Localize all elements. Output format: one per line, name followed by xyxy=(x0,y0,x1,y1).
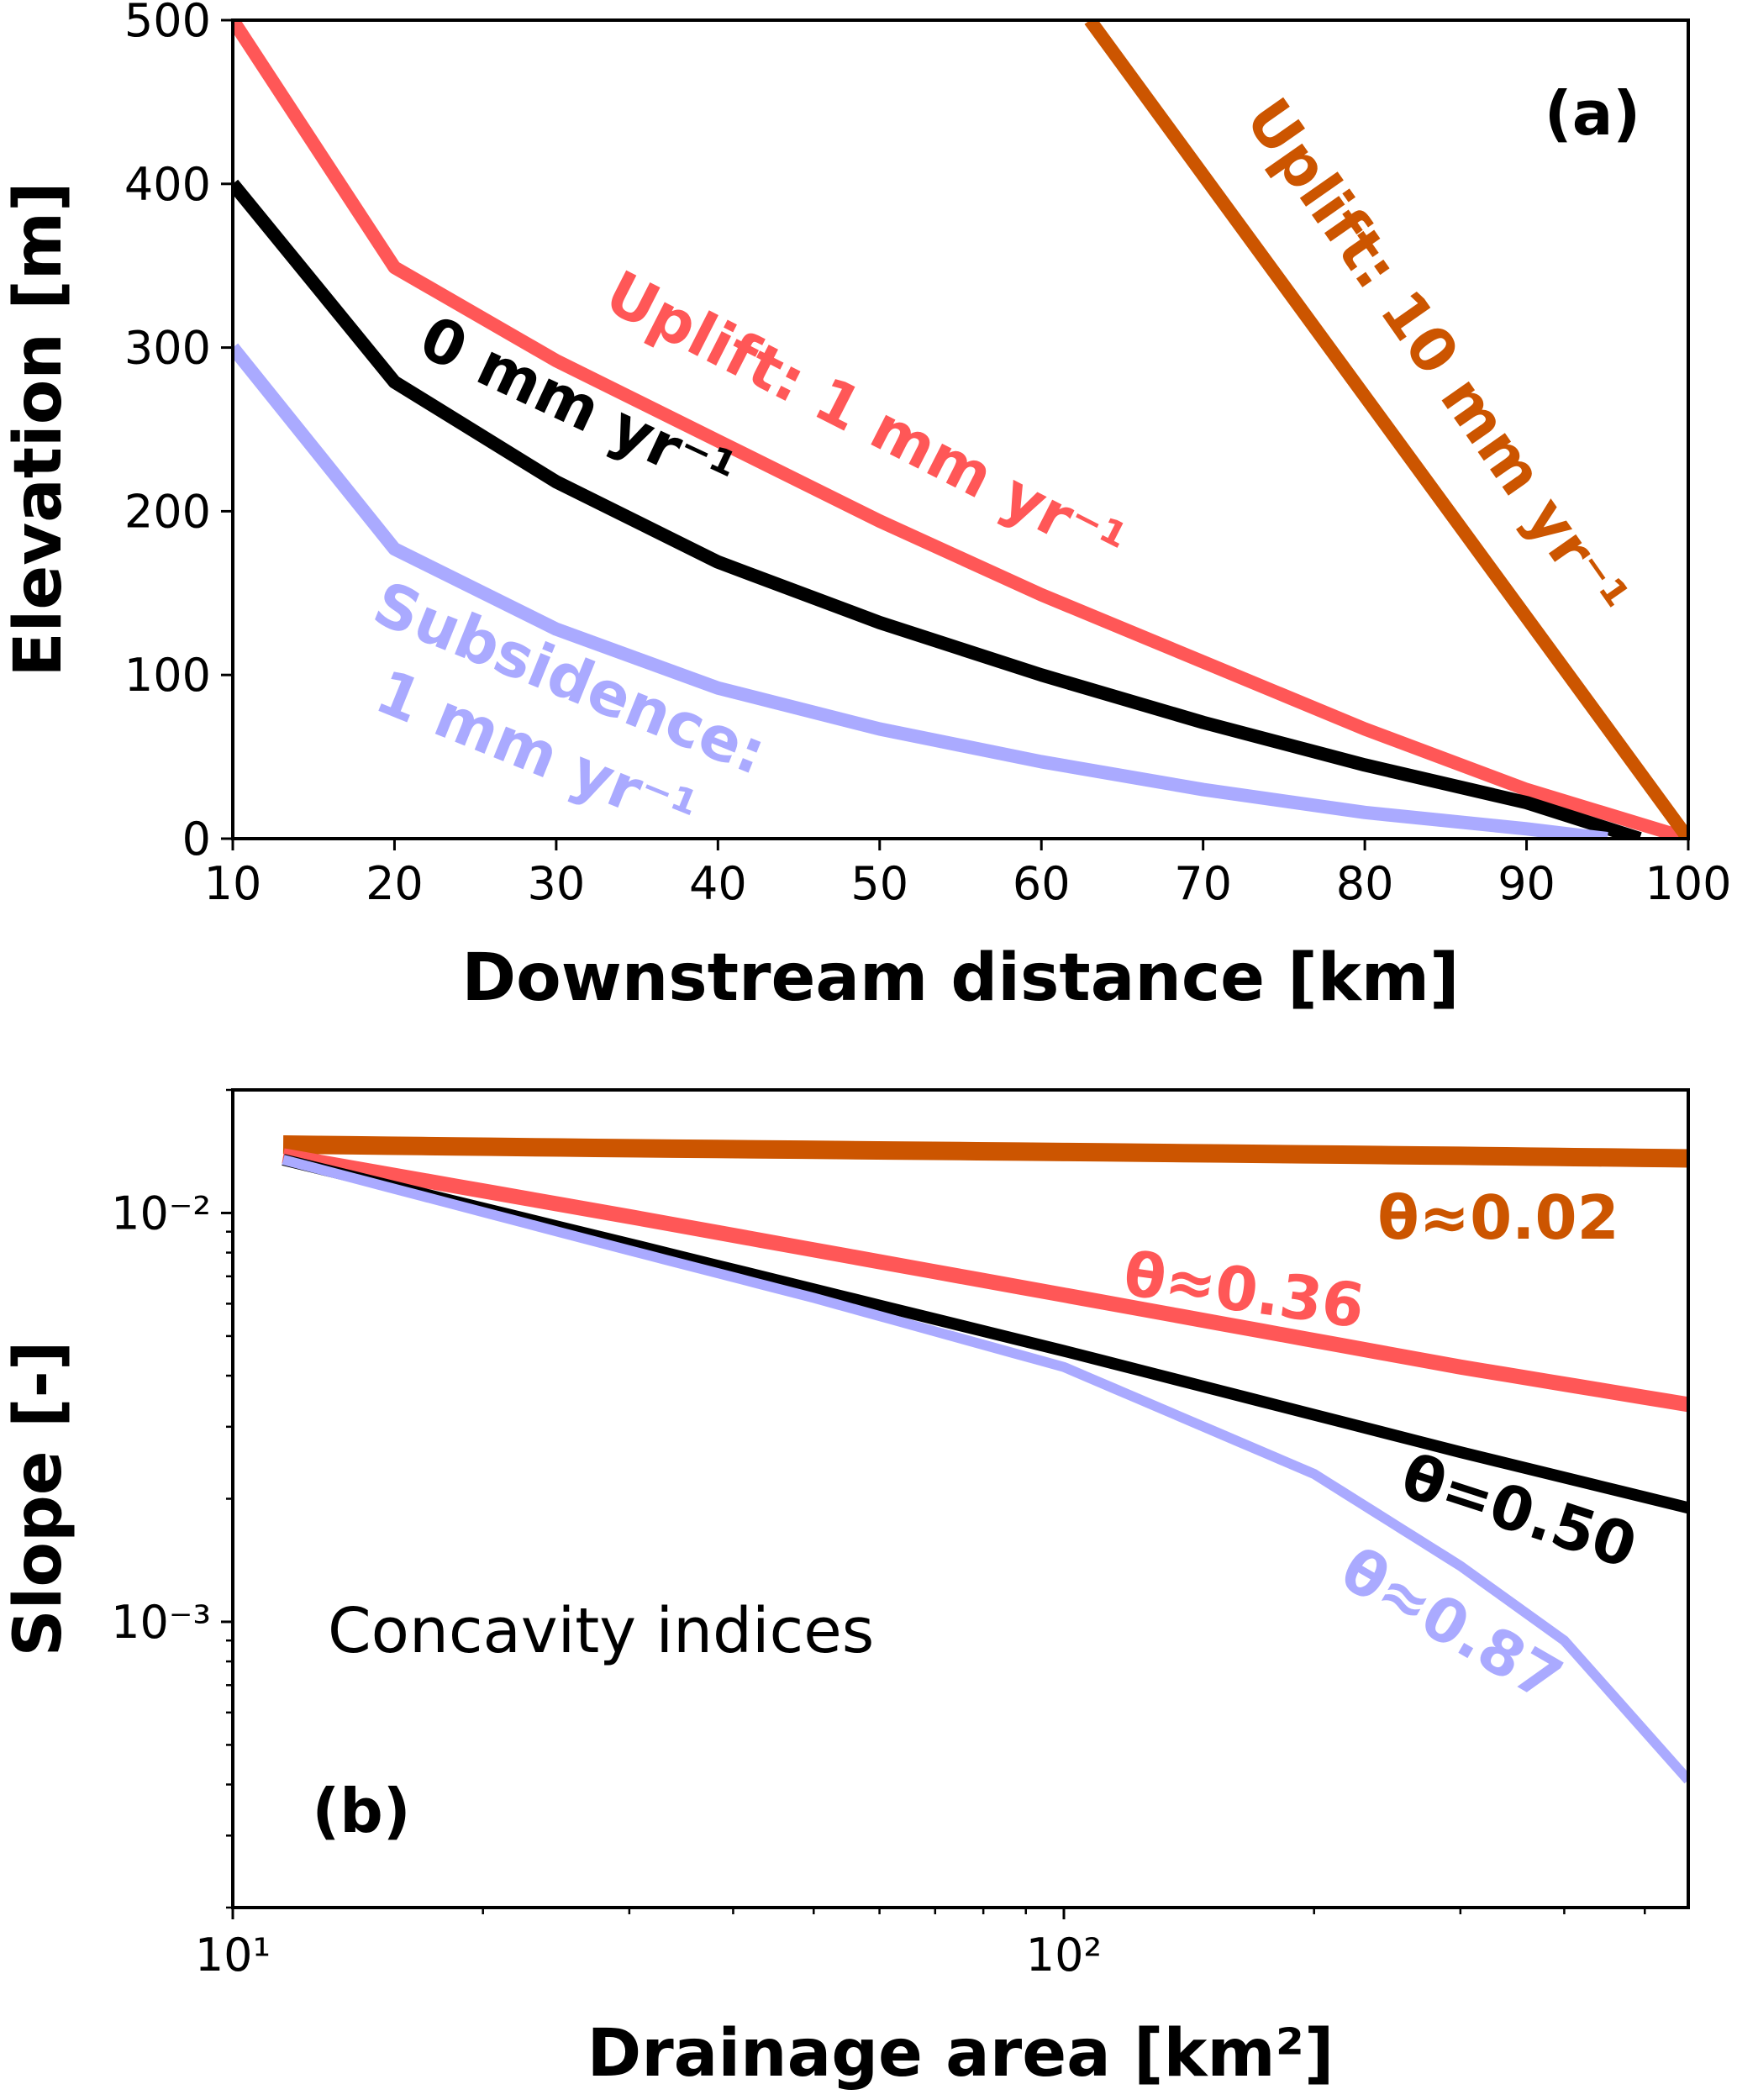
x-tick-label: 60 xyxy=(1013,857,1071,910)
series-line-subsidence xyxy=(282,1155,1688,1784)
y-axis-label: Elevation [m] xyxy=(1,182,76,676)
panel-a-label: (a) xyxy=(1545,78,1640,149)
x-tick-label: 80 xyxy=(1336,857,1394,910)
y-tick-label: 10⁻³ xyxy=(111,1596,211,1649)
x-tick-label: 100 xyxy=(1645,857,1731,910)
y-tick-label: 0 xyxy=(182,813,211,866)
x-axis-label: Downstream distance [km] xyxy=(461,940,1459,1016)
concavity-annotation: Concavity indices xyxy=(328,1595,874,1667)
x-tick-label: 10² xyxy=(1026,1929,1102,1982)
panel-a: 10 20 30 40 50 60 70 80 90 100 0 100 200 300 400 500 Dow… xyxy=(1,0,1732,1016)
x-tick-label: 30 xyxy=(528,857,586,910)
y-tick-label: 10⁻² xyxy=(111,1187,211,1239)
series-line-subsidence xyxy=(233,343,1608,839)
x-tick-label: 70 xyxy=(1174,857,1232,910)
series-line-uplift1 xyxy=(282,1148,1688,1413)
series-line-zero xyxy=(233,179,1642,839)
axes-frame-a xyxy=(231,18,1690,840)
panel-b: 10¹ 10² 10⁻² 10⁻³ Drainage area [km²] Slope [… xyxy=(1,1088,1690,2092)
y-tick-label: 500 xyxy=(124,0,211,47)
x-tick-label: 50 xyxy=(850,857,908,910)
y-tick-label: 200 xyxy=(124,485,211,538)
series-line-uplift10 xyxy=(1084,20,1688,839)
y-tick-label: 400 xyxy=(124,158,211,211)
x-tick-label: 40 xyxy=(689,857,747,910)
y-tick-label: 300 xyxy=(124,322,211,375)
label-uplift-10: Uplift: 10 mm yr⁻¹ xyxy=(1232,86,1642,629)
series-line-uplift1 xyxy=(233,20,1688,839)
panel-b-label: (b) xyxy=(312,1776,410,1846)
y-axis-label: Slope [-] xyxy=(1,1340,76,1656)
x-axis-label: Drainage area [km²] xyxy=(587,2016,1334,2092)
x-tick-label: 90 xyxy=(1498,857,1555,910)
x-tick-label: 10¹ xyxy=(195,1929,271,1982)
x-tick-label: 20 xyxy=(366,857,424,910)
x-tick-label: 10 xyxy=(204,857,262,910)
label-theta-002: θ≈0.02 xyxy=(1377,1182,1619,1253)
y-tick-label: 100 xyxy=(124,649,211,702)
series-line-uplift10 xyxy=(282,1135,1688,1168)
